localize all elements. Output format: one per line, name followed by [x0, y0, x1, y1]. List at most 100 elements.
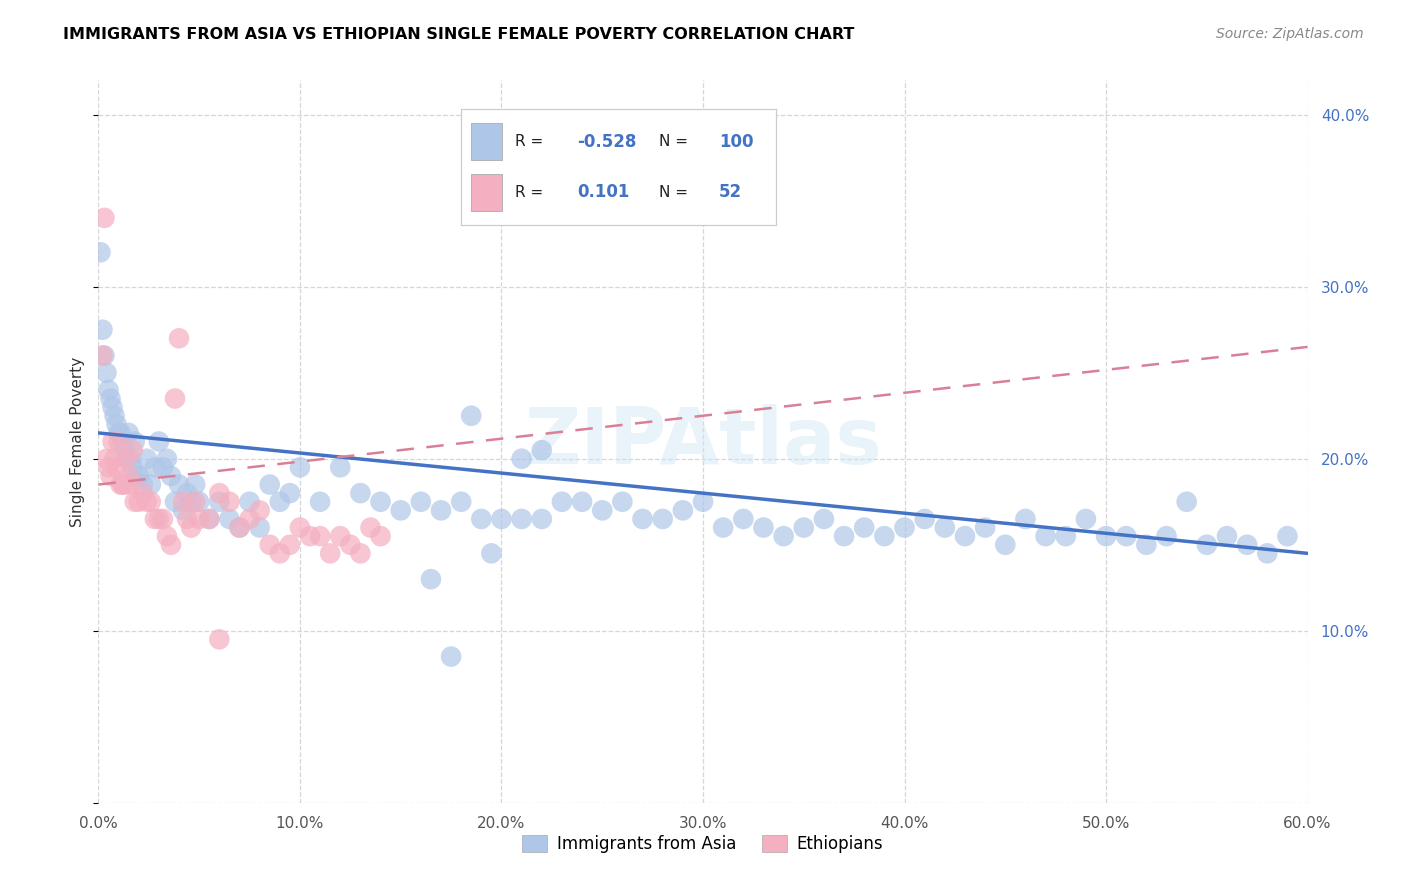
Point — [132, 486, 155, 500]
Point — [160, 538, 183, 552]
Point — [100, 469, 122, 483]
Text: Source: ZipAtlas.com: Source: ZipAtlas.com — [1216, 27, 1364, 41]
Point — [249, 520, 271, 534]
Point — [143, 512, 166, 526]
Point — [914, 512, 936, 526]
Point — [651, 512, 673, 526]
Point — [1156, 529, 1178, 543]
Y-axis label: Single Female Poverty: Single Female Poverty — [70, 357, 86, 526]
Point — [132, 477, 155, 491]
Point — [752, 520, 775, 534]
Point — [239, 512, 262, 526]
Point — [111, 434, 134, 449]
Point — [103, 409, 125, 423]
Point — [288, 520, 311, 534]
Point — [107, 434, 129, 449]
Point — [259, 477, 281, 491]
Point — [278, 538, 301, 552]
Point — [163, 392, 186, 406]
Point — [530, 512, 553, 526]
Point — [110, 477, 132, 491]
Point — [93, 211, 115, 225]
Point — [139, 477, 162, 491]
Point — [491, 512, 513, 526]
Point — [278, 486, 301, 500]
Point — [208, 632, 231, 647]
Point — [339, 538, 361, 552]
Point — [163, 494, 186, 508]
Point — [853, 520, 876, 534]
Point — [218, 494, 240, 508]
Point — [91, 323, 114, 337]
Point — [160, 469, 183, 483]
Point — [115, 451, 138, 466]
Point — [692, 494, 714, 508]
Point — [1115, 529, 1137, 543]
Point — [450, 494, 472, 508]
Point — [107, 425, 129, 440]
Point — [329, 460, 352, 475]
Point — [360, 520, 382, 534]
Point — [172, 494, 194, 508]
Point — [125, 469, 148, 483]
Point — [1236, 538, 1258, 552]
Point — [1195, 538, 1218, 552]
Point — [167, 331, 190, 345]
Point — [349, 546, 371, 560]
Point — [873, 529, 896, 543]
Point — [198, 512, 221, 526]
Point — [121, 460, 143, 475]
Point — [118, 469, 141, 483]
Point — [89, 245, 111, 260]
Text: ZIPAtlas: ZIPAtlas — [524, 403, 882, 480]
Point — [208, 486, 231, 500]
Point — [96, 366, 118, 380]
Point — [121, 443, 143, 458]
Point — [184, 494, 207, 508]
Point — [156, 451, 179, 466]
Point — [269, 494, 291, 508]
Point — [1175, 494, 1198, 508]
Point — [103, 451, 125, 466]
Point — [101, 400, 124, 414]
Point — [1277, 529, 1299, 543]
Point — [128, 469, 150, 483]
Point — [893, 520, 915, 534]
Point — [114, 477, 136, 491]
Point — [198, 512, 221, 526]
Point — [124, 434, 146, 449]
Point — [249, 503, 271, 517]
Point — [101, 434, 124, 449]
Point — [612, 494, 634, 508]
Point — [93, 349, 115, 363]
Point — [152, 512, 174, 526]
Point — [1256, 546, 1278, 560]
Point — [934, 520, 956, 534]
Point — [470, 512, 492, 526]
Point — [1014, 512, 1036, 526]
Point — [1095, 529, 1118, 543]
Point — [510, 451, 533, 466]
Point — [135, 451, 157, 466]
Point — [228, 520, 250, 534]
Point — [114, 443, 136, 458]
Point — [813, 512, 835, 526]
Point — [269, 546, 291, 560]
Point — [259, 538, 281, 552]
Point — [156, 529, 179, 543]
Point — [148, 512, 170, 526]
Point — [152, 460, 174, 475]
Point — [409, 494, 432, 508]
Point — [239, 494, 262, 508]
Point — [571, 494, 593, 508]
Point — [139, 494, 162, 508]
Point — [118, 425, 141, 440]
Point — [530, 443, 553, 458]
Point — [184, 477, 207, 491]
Point — [733, 512, 755, 526]
Point — [105, 460, 128, 475]
Point — [172, 503, 194, 517]
Point — [389, 503, 412, 517]
Point — [91, 349, 114, 363]
Point — [120, 477, 142, 491]
